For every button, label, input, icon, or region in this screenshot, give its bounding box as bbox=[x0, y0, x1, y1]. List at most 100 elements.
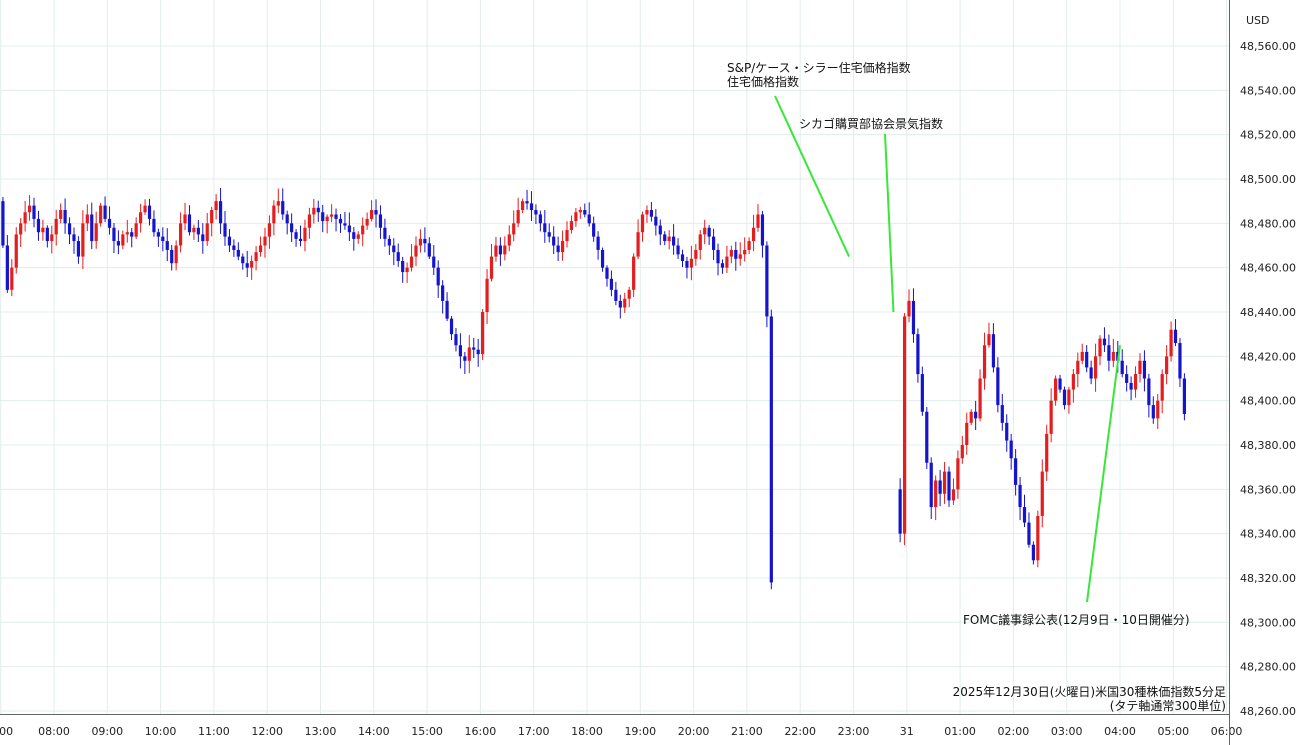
candle-body bbox=[139, 212, 143, 224]
candle-body bbox=[276, 201, 280, 206]
candle-body bbox=[902, 316, 907, 534]
y-tick-label: 48,560.00 bbox=[1240, 40, 1296, 53]
x-tick-label: 18:00 bbox=[571, 725, 603, 738]
candle-body bbox=[36, 218, 41, 233]
annotation-label: FOMC議事録公表(12月9日・10日開催分) bbox=[963, 612, 1190, 627]
candle-body bbox=[734, 249, 738, 259]
candle-body bbox=[1031, 544, 1035, 561]
candle-body bbox=[942, 471, 947, 494]
candle-body bbox=[1009, 440, 1013, 459]
y-tick-label: 48,440.00 bbox=[1240, 306, 1296, 319]
candle-body bbox=[1165, 356, 1169, 375]
candle-body bbox=[672, 236, 676, 246]
x-tick-label: 08:00 bbox=[38, 725, 70, 738]
candle-body bbox=[974, 411, 978, 419]
x-tick-label: 22:00 bbox=[784, 725, 816, 738]
grid-lines bbox=[0, 0, 1229, 714]
candle-body bbox=[458, 345, 463, 357]
candle-body bbox=[107, 218, 112, 228]
candle-body bbox=[520, 201, 525, 211]
candle-body bbox=[703, 227, 707, 235]
candle-body bbox=[347, 225, 351, 233]
y-tick-label: 48,360.00 bbox=[1240, 483, 1296, 496]
candle-body bbox=[263, 236, 267, 246]
candle-body bbox=[59, 210, 63, 219]
x-tick-label: 14:00 bbox=[358, 725, 390, 738]
candle-body bbox=[720, 263, 725, 268]
candle-body bbox=[1027, 522, 1031, 545]
y-tick-label: 48,500.00 bbox=[1240, 173, 1296, 186]
candle-body bbox=[716, 249, 720, 264]
x-tick-label: 03:00 bbox=[1051, 725, 1083, 738]
candle-body bbox=[605, 267, 609, 279]
candle-body bbox=[1151, 405, 1155, 419]
candle-body bbox=[156, 232, 160, 237]
candle-body bbox=[649, 210, 654, 217]
candle-body bbox=[432, 256, 436, 268]
candle-body bbox=[1133, 374, 1138, 390]
candle-body bbox=[130, 232, 134, 237]
candle-body bbox=[245, 263, 249, 268]
candle-body bbox=[1173, 329, 1178, 344]
candlesticks bbox=[1, 188, 1187, 590]
candle-body bbox=[596, 236, 600, 250]
candle-body bbox=[401, 261, 405, 273]
candle-body bbox=[965, 422, 969, 445]
candle-body bbox=[534, 210, 538, 215]
candle-body bbox=[916, 334, 920, 375]
candle-body bbox=[574, 212, 578, 222]
x-tick-label: 12:00 bbox=[251, 725, 283, 738]
candle-body bbox=[467, 347, 471, 361]
candle-body bbox=[374, 210, 378, 215]
y-tick-label: 48,320.00 bbox=[1240, 572, 1296, 585]
x-tick-label: 05:00 bbox=[1157, 725, 1189, 738]
candle-body bbox=[991, 334, 996, 368]
candle-body bbox=[627, 289, 631, 299]
candle-body bbox=[232, 245, 236, 250]
candle-body bbox=[183, 214, 187, 224]
candle-body bbox=[116, 241, 121, 246]
candle-body bbox=[227, 236, 232, 246]
candle-body bbox=[685, 261, 689, 268]
candle-body bbox=[481, 312, 485, 355]
candle-body bbox=[982, 345, 987, 379]
candle-body bbox=[303, 227, 307, 242]
candle-body bbox=[969, 411, 973, 423]
candle-body bbox=[378, 214, 383, 228]
candle-body bbox=[1067, 389, 1071, 406]
candle-body bbox=[445, 300, 449, 319]
x-tick-label: 16:00 bbox=[465, 725, 497, 738]
footnote-line: (タテ軸通常300単位) bbox=[1110, 698, 1226, 713]
candle-body bbox=[769, 316, 773, 583]
candle-body bbox=[330, 214, 334, 217]
candle-body bbox=[565, 229, 569, 242]
candle-body bbox=[667, 236, 671, 242]
candle-body bbox=[1129, 382, 1133, 390]
candle-body bbox=[512, 223, 516, 235]
candle-body bbox=[632, 256, 636, 290]
candle-body bbox=[5, 245, 9, 290]
x-tick-label: 20:00 bbox=[678, 725, 710, 738]
candle-body bbox=[525, 201, 529, 204]
x-tick-label: 11:00 bbox=[198, 725, 230, 738]
candle-body bbox=[99, 205, 103, 224]
candle-body bbox=[210, 210, 214, 224]
candle-body bbox=[170, 249, 174, 264]
candle-body bbox=[94, 223, 98, 242]
y-tick-label: 48,400.00 bbox=[1240, 395, 1296, 408]
candle-body bbox=[503, 245, 507, 255]
candle-body bbox=[1049, 400, 1053, 434]
candle-body bbox=[1076, 360, 1080, 375]
candle-body bbox=[76, 241, 81, 257]
candle-body bbox=[956, 458, 960, 490]
candle-body bbox=[125, 232, 129, 235]
candle-body bbox=[454, 334, 458, 346]
candle-body bbox=[618, 300, 622, 308]
candle-body bbox=[925, 411, 929, 463]
candle-body bbox=[41, 227, 45, 233]
candle-body bbox=[343, 223, 347, 226]
candle-body bbox=[529, 203, 534, 211]
candle-body bbox=[494, 245, 498, 257]
candle-body bbox=[32, 205, 36, 219]
